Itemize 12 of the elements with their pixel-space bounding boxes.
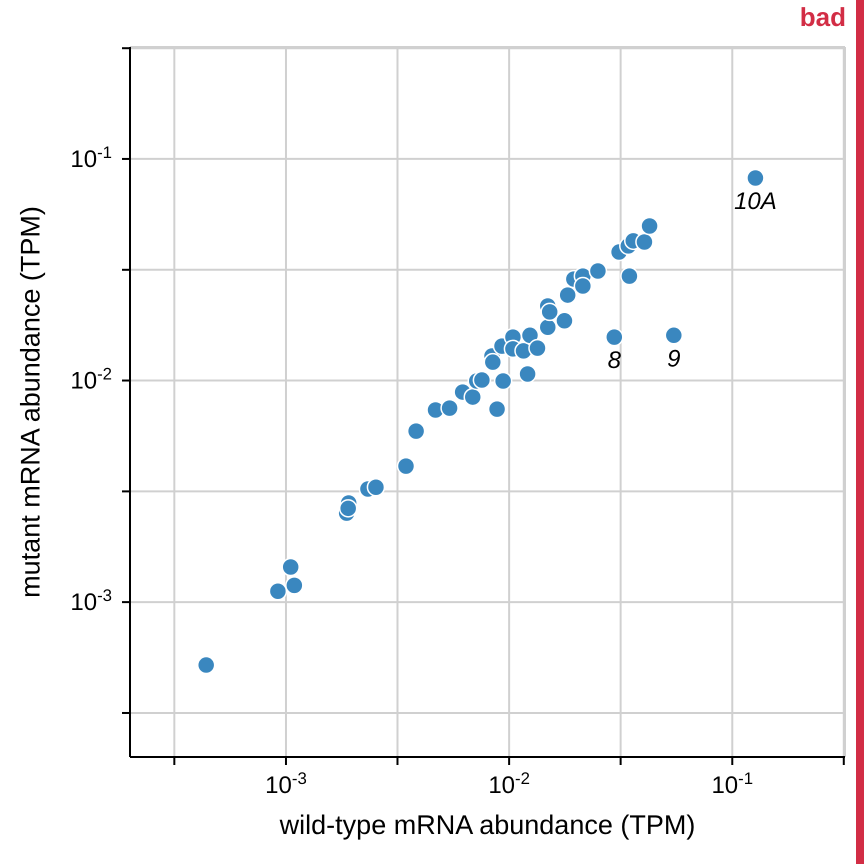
y-tick-label: 10$^{-2}$ <box>70 364 112 395</box>
y-tick-label: 10$^{-1}$ <box>70 142 112 173</box>
annotation: 8 <box>608 347 622 374</box>
x-tick-label: 10$^{-2}$ <box>488 768 530 799</box>
x-axis-title: wild-type mRNA abundance (TPM) <box>278 810 696 840</box>
x-tick-label: 10$^{-1}$ <box>711 768 754 799</box>
annotation: 9 <box>667 345 680 372</box>
y-tick-label: 10$^{-3}$ <box>70 586 112 616</box>
x-tick-label: 10$^{-3}$ <box>265 768 307 799</box>
annotation: 10A <box>734 188 777 216</box>
text: bad <box>800 2 846 33</box>
y-axis-title: mutant mRNA abundance (TPM) <box>16 206 46 598</box>
